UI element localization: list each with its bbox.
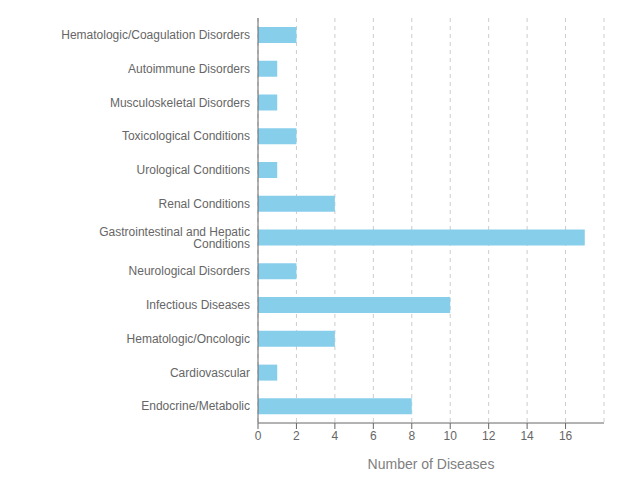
- svg-text:16: 16: [559, 429, 573, 443]
- svg-text:Renal Conditions: Renal Conditions: [159, 197, 250, 211]
- svg-text:Hematologic/Oncologic: Hematologic/Oncologic: [127, 332, 250, 346]
- svg-text:Neurological Disorders: Neurological Disorders: [129, 264, 250, 278]
- svg-text:14: 14: [520, 429, 534, 443]
- svg-text:Endocrine/Metabolic: Endocrine/Metabolic: [141, 399, 250, 413]
- svg-text:4: 4: [332, 429, 339, 443]
- svg-text:Musculoskeletal Disorders: Musculoskeletal Disorders: [110, 96, 250, 110]
- svg-text:Cardiovascular: Cardiovascular: [170, 366, 250, 380]
- svg-text:Hematologic/Coagulation Disord: Hematologic/Coagulation Disorders: [61, 28, 250, 42]
- svg-text:0: 0: [255, 429, 262, 443]
- svg-text:Number of Diseases: Number of Diseases: [368, 456, 495, 472]
- svg-text:Gastrointestinal and HepaticCo: Gastrointestinal and HepaticConditions: [99, 225, 250, 251]
- svg-text:2: 2: [293, 429, 300, 443]
- svg-text:Autoimmune Disorders: Autoimmune Disorders: [128, 62, 250, 76]
- svg-text:Urological Conditions: Urological Conditions: [137, 163, 250, 177]
- svg-text:6: 6: [370, 429, 377, 443]
- svg-text:Infectious Diseases: Infectious Diseases: [146, 298, 250, 312]
- svg-text:Toxicological Conditions: Toxicological Conditions: [122, 129, 250, 143]
- svg-text:10: 10: [444, 429, 458, 443]
- svg-text:8: 8: [408, 429, 415, 443]
- svg-text:12: 12: [482, 429, 496, 443]
